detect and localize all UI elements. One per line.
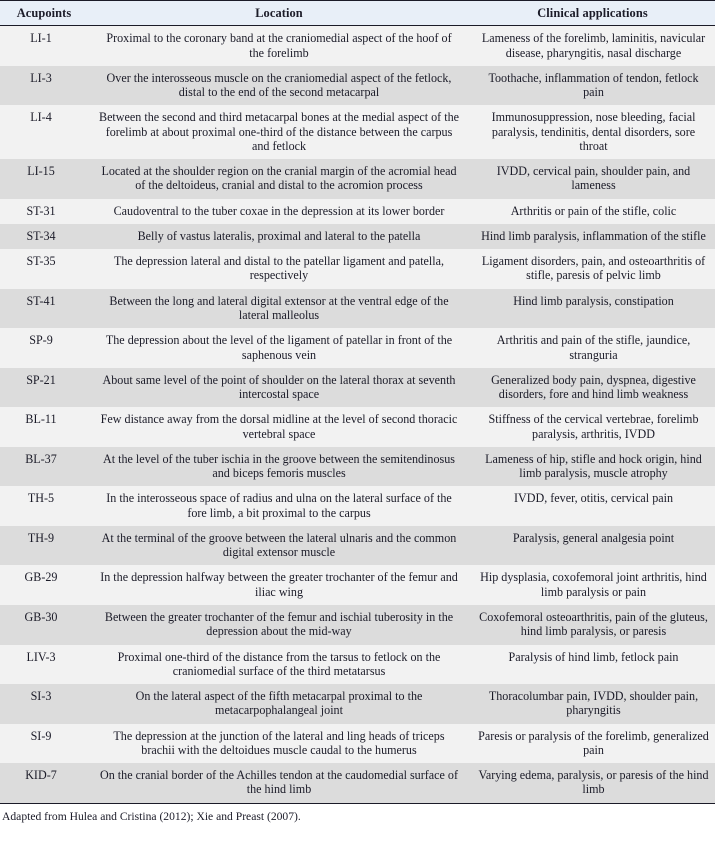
table-row: TH-9 At the terminal of the groove betwee… [0,525,715,566]
cell-acupoint: GB-30 [0,604,88,645]
cell-clinical-applications: Immunosuppression, nose bleeding, facial… [470,105,715,160]
cell-acupoint: ST-41 [0,288,88,329]
table-row: SP-21 About same level of the point of sh… [0,367,715,408]
cell-clinical-applications: Paralysis of hind limb, fetlock pain [470,644,715,685]
cell-clinical-applications: IVDD, cervical pain, shoulder pain, and … [470,159,715,199]
table-row: ST-41 Between the long and lateral digita… [0,288,715,329]
cell-acupoint: GB-29 [0,565,88,605]
cell-acupoint: LI-3 [0,65,88,106]
table-header-row: Acupoints Location Clinical applications [0,0,715,27]
table-row: LI-3 Over the interosseous muscle on the … [0,65,715,106]
cell-clinical-applications: Generalized body pain, dyspnea, digestiv… [470,367,715,408]
table-source-caption: Adapted from Hulea and Cristina (2012); … [2,809,301,823]
cell-clinical-applications: Arthritis and pain of the stifle, jaundi… [470,328,715,368]
table-row: LI-15 Located at the shoulder region on t… [0,159,715,199]
table-row: SI-9 The depression at the junction of th… [0,723,715,764]
cell-location: Between the long and lateral digital ext… [88,288,470,329]
table-row: ST-35 The depression lateral and distal t… [0,249,715,289]
cell-acupoint: TH-5 [0,486,88,526]
table-row: SI-3 On the lateral aspect of the fifth m… [0,684,715,724]
cell-location: The depression at the junction of the la… [88,723,470,764]
cell-clinical-applications: Lameness of hip, stifle and hock origin,… [470,446,715,487]
cell-location: At the terminal of the groove between th… [88,525,470,566]
cell-location: Between the greater trochanter of the fe… [88,604,470,645]
cell-location: On the lateral aspect of the fifth metac… [88,684,470,724]
cell-clinical-applications: IVDD, fever, otitis, cervical pain [470,486,715,526]
cell-acupoint: SP-21 [0,367,88,408]
cell-clinical-applications: Hind limb paralysis, constipation [470,288,715,329]
table-row: TH-5 In the interosseous space of radius … [0,486,715,526]
cell-acupoint: LI-4 [0,105,88,160]
cell-acupoint: LIV-3 [0,644,88,685]
table-row: SP-9 The depression about the level of th… [0,328,715,368]
cell-location: About same level of the point of shoulde… [88,367,470,408]
cell-clinical-applications: Lameness of the forelimb, laminitis, nav… [470,25,715,66]
cell-acupoint: BL-11 [0,407,88,447]
cell-acupoint: LI-1 [0,25,88,66]
cell-clinical-applications: Stiffness of the cervical vertebrae, for… [470,407,715,447]
cell-location: Over the interosseous muscle on the cran… [88,65,470,106]
cell-acupoint: SI-3 [0,684,88,724]
table-row: GB-30 Between the greater trochanter of t… [0,604,715,645]
column-header-location: Location [88,0,470,27]
cell-clinical-applications: Coxofemoral osteoarthritis, pain of the … [470,604,715,645]
cell-clinical-applications: Hip dysplasia, coxofemoral joint arthrit… [470,565,715,605]
cell-clinical-applications: Hind limb paralysis, inflammation of the… [470,223,715,250]
cell-location: Few distance away from the dorsal midlin… [88,407,470,447]
column-header-clinical-applications: Clinical applications [470,0,715,27]
table-row: LIV-3 Proximal one-third of the distance … [0,644,715,685]
cell-clinical-applications: Varying edema, paralysis, or paresis of … [470,763,715,804]
table-row: LI-1 Proximal to the coronary band at the… [0,25,715,66]
table-body: LI-1 Proximal to the coronary band at the… [0,25,715,804]
cell-location: Between the second and third metacarpal … [88,105,470,160]
cell-acupoint: SP-9 [0,328,88,368]
cell-acupoint: ST-35 [0,249,88,289]
cell-acupoint: ST-34 [0,223,88,250]
cell-acupoint: SI-9 [0,723,88,764]
cell-location: Located at the shoulder region on the cr… [88,159,470,199]
cell-location: On the cranial border of the Achilles te… [88,763,470,804]
table-row: GB-29 In the depression halfway between t… [0,565,715,605]
cell-acupoint: LI-15 [0,159,88,199]
cell-location: In the depression halfway between the gr… [88,565,470,605]
table-row: BL-11 Few distance away from the dorsal m… [0,407,715,447]
cell-acupoint: ST-31 [0,198,88,224]
cell-clinical-applications: Thoracolumbar pain, IVDD, shoulder pain,… [470,684,715,724]
acupoint-table: Acupoints Location Clinical applications… [0,0,715,804]
cell-clinical-applications: Toothache, inflammation of tendon, fetlo… [470,65,715,106]
cell-location: Caudoventral to the tuber coxae in the d… [88,198,470,224]
table-row: KID-7 On the cranial border of the Achill… [0,763,715,804]
cell-location: In the interosseous space of radius and … [88,486,470,526]
cell-acupoint: TH-9 [0,525,88,566]
table-header: Acupoints Location Clinical applications [0,0,715,27]
column-header-acupoints: Acupoints [0,0,88,27]
cell-location: Proximal to the coronary band at the cra… [88,25,470,66]
table-row: LI-4 Between the second and third metacar… [0,105,715,160]
table-row: ST-34 Belly of vastus lateralis, proximal… [0,223,715,250]
cell-location: The depression about the level of the li… [88,328,470,368]
cell-location: At the level of the tuber ischia in the … [88,446,470,487]
cell-clinical-applications: Paresis or paralysis of the forelimb, ge… [470,723,715,764]
cell-location: Belly of vastus lateralis, proximal and … [88,223,470,250]
cell-location: The depression lateral and distal to the… [88,249,470,289]
acupoint-table-container: Acupoints Location Clinical applications… [0,0,715,823]
table-row: BL-37 At the level of the tuber ischia in… [0,446,715,487]
cell-acupoint: KID-7 [0,763,88,804]
cell-clinical-applications: Ligament disorders, pain, and osteoarthr… [470,249,715,289]
table-row: ST-31 Caudoventral to the tuber coxae in … [0,198,715,224]
cell-acupoint: BL-37 [0,446,88,487]
cell-clinical-applications: Paralysis, general analgesia point [470,525,715,566]
cell-clinical-applications: Arthritis or pain of the stifle, colic [470,198,715,224]
cell-location: Proximal one-third of the distance from … [88,644,470,685]
